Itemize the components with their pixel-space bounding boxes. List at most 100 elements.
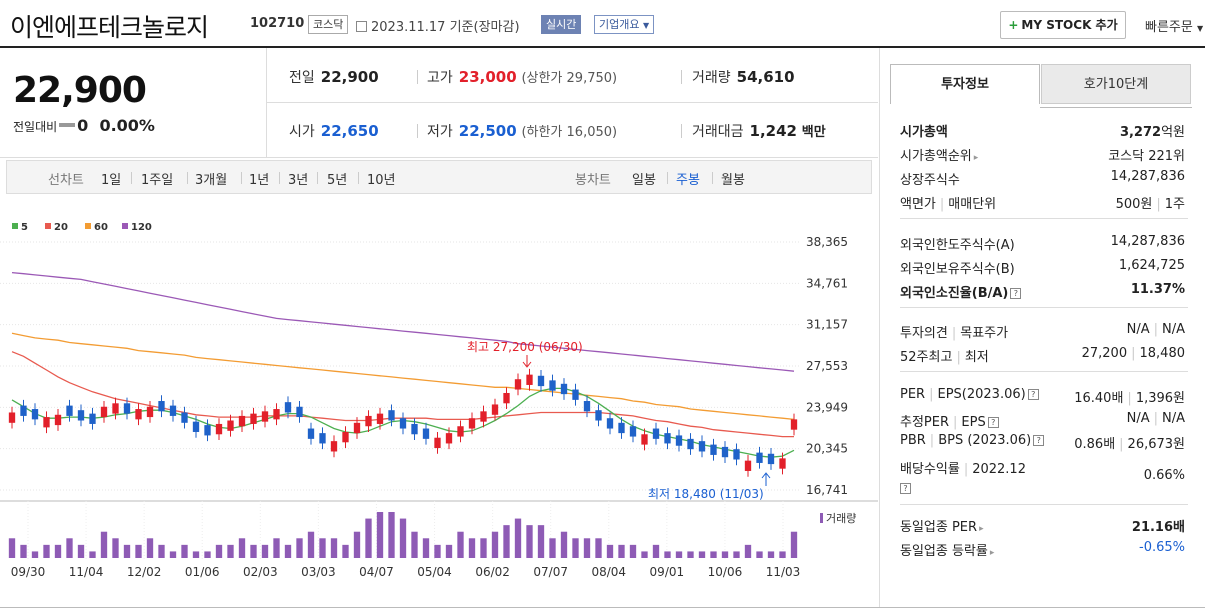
candle <box>66 405 73 416</box>
candle <box>399 418 407 429</box>
price-change: 전일대비 0 0.00% <box>13 116 155 135</box>
divider <box>131 172 132 184</box>
realtime-button[interactable]: 실시간 <box>541 15 582 34</box>
x-tick-label: 11/04 <box>69 565 104 579</box>
mystock-add-button[interactable]: + MY STOCK 추가 <box>1000 11 1126 39</box>
divider <box>900 218 1188 219</box>
candle-daily[interactable]: 일봉 <box>632 173 656 188</box>
est-per-eps: 추정PER | EPS? N/A | N/A <box>900 411 1185 430</box>
per-eps: PER | EPS(2023.06)? 16.40배 | 1,396원 <box>900 387 1185 406</box>
foreign-holding: 외국인보유주식수(B) 1,624,725 <box>900 258 1185 277</box>
divider <box>681 124 682 138</box>
y-tick-label: 31,157 <box>806 318 848 332</box>
foreign-limit: 외국인한도주식수(A) 14,287,836 <box>900 234 1185 253</box>
candle <box>595 410 602 421</box>
candle <box>537 375 545 387</box>
candle <box>146 406 154 418</box>
candle <box>31 409 39 420</box>
pbr-bps: PBR | BPS (2023.06)? 0.86배 | 26,673원 <box>900 433 1185 452</box>
candle <box>181 412 188 423</box>
volume-bar <box>169 551 177 558</box>
candle <box>307 428 315 439</box>
range-10y[interactable]: 10년 <box>367 173 396 188</box>
range-5y[interactable]: 5년 <box>327 173 348 188</box>
candle <box>641 434 648 445</box>
candle <box>353 422 361 434</box>
help-icon[interactable]: ? <box>1010 288 1022 299</box>
candle <box>158 401 165 412</box>
volume-bar <box>767 551 775 558</box>
volume-bar <box>20 544 27 558</box>
market-badge: 코스닥 <box>308 15 349 34</box>
candle-weekly[interactable]: 주봉 <box>676 173 700 188</box>
divider <box>900 307 1188 308</box>
range-3y[interactable]: 3년 <box>288 173 309 188</box>
volume-bar <box>687 551 694 558</box>
range-1y[interactable]: 1년 <box>249 173 270 188</box>
range-3m[interactable]: 3개월 <box>195 173 228 188</box>
range-1d[interactable]: 1일 <box>101 173 122 188</box>
volume-bar <box>353 531 361 558</box>
industry-per[interactable]: 동일업종 PER ▸ 21.16배 <box>900 520 1185 535</box>
industry-rate[interactable]: 동일업종 등락률 ▸ -0.65% <box>900 540 1185 559</box>
x-tick-label: 09/30 <box>11 565 46 579</box>
x-tick-label: 12/02 <box>127 565 162 579</box>
help-icon[interactable]: ? <box>987 417 999 428</box>
volume-bar <box>629 544 637 558</box>
volume-bar <box>77 544 85 558</box>
volume-bar <box>560 531 568 558</box>
candle <box>790 419 798 430</box>
volume-label: 거래량 <box>826 512 856 525</box>
candle <box>238 415 246 427</box>
low-arrow-head <box>761 472 771 479</box>
volume-bar <box>434 544 441 558</box>
price-chart[interactable]: 38,365 34,761 31,157 27,553 23,949 20,345 16,7… <box>0 230 878 580</box>
volume-legend-swatch <box>820 513 823 523</box>
candle-monthly[interactable]: 월봉 <box>721 173 745 188</box>
par-value: 액면가 | 매매단위 500원 | 1주 <box>900 197 1185 212</box>
candle <box>43 417 50 428</box>
volume-bar <box>652 544 660 558</box>
volume-bar <box>445 544 453 558</box>
info-tabs: 투자정보 호가10단계 <box>890 64 1192 108</box>
help-icon[interactable]: ? <box>900 483 911 494</box>
help-icon[interactable]: ? <box>1027 389 1039 400</box>
ma60-line <box>11 332 795 421</box>
divider <box>317 172 318 184</box>
candle <box>618 422 625 434</box>
legend-ma60: 60 <box>85 222 108 233</box>
x-tick-label: 05/04 <box>417 565 452 579</box>
volume-bar <box>514 518 522 558</box>
candle <box>652 428 660 439</box>
volume-bar <box>537 525 545 558</box>
volume-bar <box>411 531 418 558</box>
date-label: 2023.11.17 기준(장마감) <box>356 16 520 35</box>
volume-bar <box>365 518 372 558</box>
calendar-icon <box>356 21 367 32</box>
volume-bar <box>8 538 16 558</box>
x-tick-label: 10/06 <box>708 565 743 579</box>
range-1w[interactable]: 1주일 <box>141 173 174 188</box>
tab-investment-info[interactable]: 투자정보 <box>890 64 1040 104</box>
candle <box>319 433 326 444</box>
market-cap-rank[interactable]: 시가총액순위 ▸ 코스닥 221위 <box>900 149 1185 164</box>
volume-bar <box>491 531 499 558</box>
tab-hoga[interactable]: 호가10단계 <box>1041 64 1191 104</box>
volume-bar <box>790 531 798 558</box>
quick-order-dropdown[interactable]: 빠른주문 ▼ <box>1145 20 1204 35</box>
volume-bar <box>319 538 326 558</box>
divider <box>681 70 682 84</box>
company-overview-dropdown[interactable]: 기업개요 ▼ <box>594 15 655 34</box>
x-tick-label: 07/07 <box>533 565 568 579</box>
candle <box>687 438 694 450</box>
day-high: 고가 23,000 (상한가 29,750) <box>427 68 618 86</box>
volume-bar <box>526 525 533 558</box>
volume-bar <box>250 544 257 558</box>
candle <box>744 460 752 471</box>
listed-shares: 상장주식수 14,287,836 <box>900 169 1185 188</box>
help-icon[interactable]: ? <box>1033 435 1045 446</box>
volume-bar <box>342 544 349 558</box>
volume-bar <box>583 538 591 558</box>
volume-bar <box>123 544 131 558</box>
x-tick-label: 01/06 <box>185 565 220 579</box>
